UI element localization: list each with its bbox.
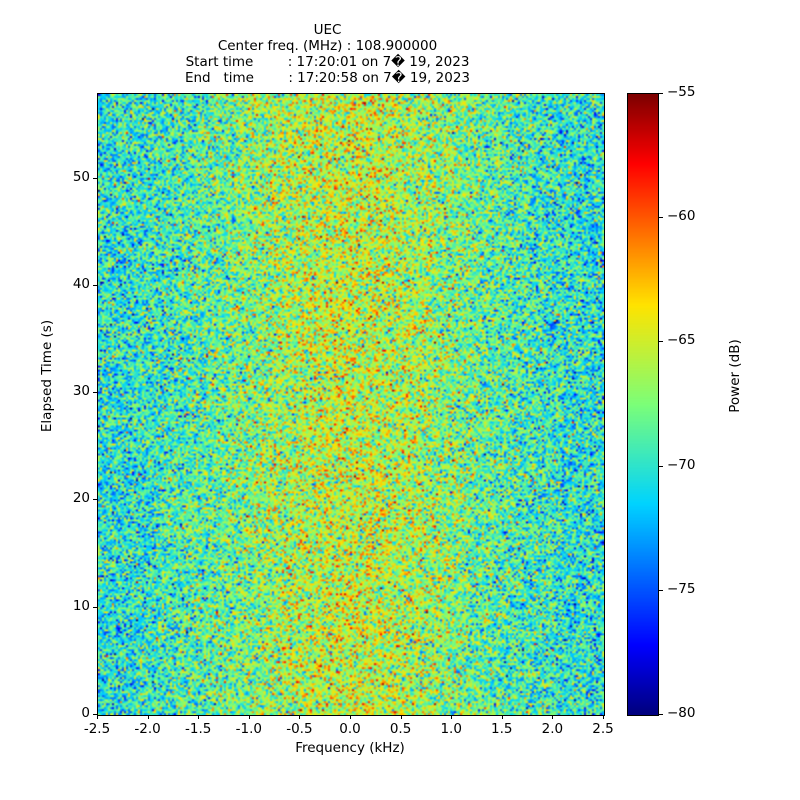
x-axis-tick [603,715,604,719]
x-axis-tick [198,715,200,719]
y-axis-tick-label: 20 [72,490,90,507]
y-axis-tick-label: 50 [72,168,90,185]
figure-title-block: UEC Center freq. (MHz) : 108.900000 Star… [0,22,655,86]
colorbar-tick-label: −65 [667,332,696,349]
x-axis-tick-label: -0.5 [286,721,313,737]
y-axis-tick [93,714,97,715]
x-axis-tick-label: 2.5 [592,721,614,737]
y-axis-tick [93,177,97,179]
x-axis-tick-label: -1.5 [185,721,212,737]
x-axis-tick [350,715,351,719]
x-axis-tick-label: 1.5 [491,721,513,737]
colorbar-tick [658,217,663,219]
colorbar-tick [658,465,663,467]
x-axis-tick [552,715,554,719]
title-end-time: End time : 17:20:58 on 7� 19, 2023 [184,70,471,86]
x-axis-tick-label: -2.0 [134,721,161,737]
x-axis-tick-label: -1.0 [235,721,262,737]
spectrogram-canvas [98,94,604,715]
x-axis-tick-label: 1.0 [440,721,462,737]
colorbar-tick [658,714,663,715]
x-axis-tick-label: -2.5 [83,721,111,737]
colorbar-tick [658,93,663,94]
y-axis-tick [93,392,97,394]
colorbar-tick-label: −80 [667,705,696,721]
title-station: UEC [313,22,342,38]
colorbar-label: Power (dB) [727,339,743,413]
x-axis-tick [501,715,503,719]
spectrogram-plot-area [97,93,605,716]
title-start-time: Start time : 17:20:01 on 7� 19, 2023 [185,54,470,70]
y-axis-tick [93,606,97,608]
y-axis-tick [93,499,97,501]
y-axis-tick-label: 30 [72,383,90,400]
x-axis-tick [299,715,301,719]
x-axis-tick-label: 0.0 [339,721,361,737]
colorbar-tick-label: −75 [667,580,696,597]
y-axis-tick-label: 10 [72,597,90,614]
y-axis-tick-label: 0 [81,705,90,721]
colorbar-tick-label: −55 [667,84,696,100]
colorbar-canvas [628,94,658,715]
x-axis-tick [451,715,453,719]
colorbar-tick-label: −60 [667,208,696,225]
x-axis-tick [400,715,402,719]
colorbar-tick-label: −70 [667,456,696,473]
x-axis-tick [248,715,250,719]
title-center-freq: Center freq. (MHz) : 108.900000 [217,38,438,54]
colorbar-tick [658,341,663,343]
x-axis-tick-label: 0.5 [389,721,412,737]
x-axis-tick-label: 2.0 [541,721,564,737]
x-axis-tick [147,715,149,719]
colorbar [627,93,659,716]
y-axis-tick [93,284,97,286]
x-axis-label: Frequency (kHz) [295,740,405,756]
colorbar-tick [658,589,663,591]
x-axis-tick [97,715,98,719]
y-axis-tick-label: 40 [72,275,90,292]
y-axis-label: Elapsed Time (s) [39,319,55,433]
